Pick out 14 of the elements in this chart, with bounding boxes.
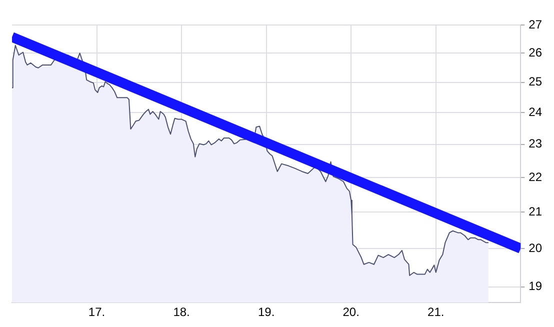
- x-tick-label: 18.: [173, 305, 190, 320]
- y-tick-label: 26: [528, 45, 542, 60]
- x-tick-label: 21.: [428, 305, 444, 320]
- y-tick-label: 20: [528, 240, 542, 255]
- y-tick-label: 25: [528, 74, 542, 89]
- y-tick-label: 21: [528, 204, 542, 219]
- y-tick-label: 22: [528, 170, 542, 184]
- y-tick-label: 23: [528, 136, 542, 151]
- y-tick-label: 19: [528, 279, 542, 294]
- x-tick-label: 20.: [342, 305, 360, 320]
- y-tick-label: 27: [528, 17, 542, 32]
- x-tick-label: 17.: [88, 305, 106, 320]
- x-tick-label: 19.: [258, 305, 275, 320]
- y-tick-label: 24: [528, 105, 542, 120]
